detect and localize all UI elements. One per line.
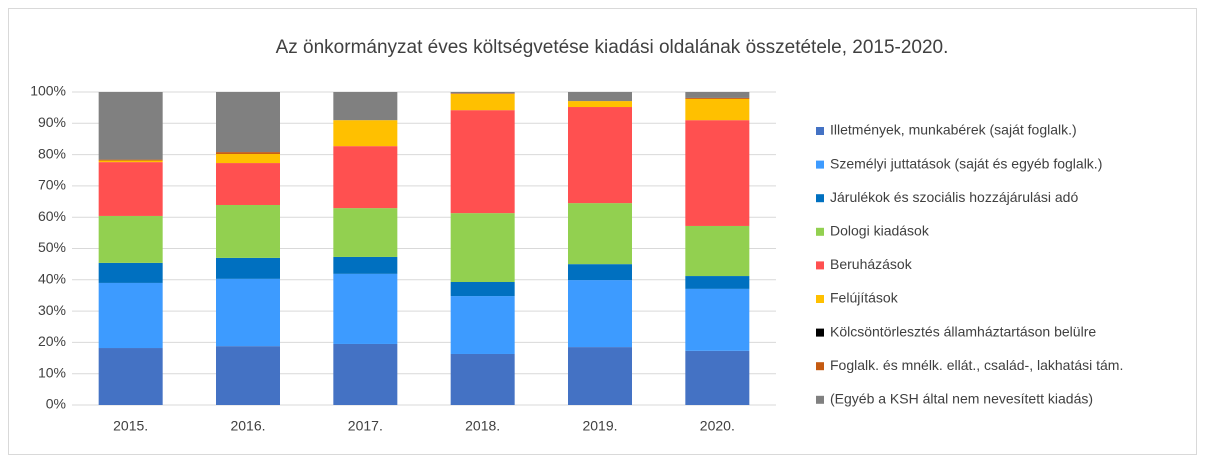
bar-segment bbox=[568, 107, 632, 204]
y-tick-label: 20% bbox=[38, 333, 66, 349]
legend-label: Dologi kiadások bbox=[830, 223, 930, 239]
bar-segment bbox=[450, 110, 515, 214]
bar-segment bbox=[450, 353, 515, 405]
legend-label: Beruházások bbox=[830, 256, 913, 272]
bar-segment bbox=[216, 153, 280, 164]
y-tick-label: 10% bbox=[38, 364, 66, 380]
bar-segment bbox=[216, 278, 280, 347]
legend-swatch bbox=[816, 395, 824, 404]
x-tick-label: 2020. bbox=[700, 418, 735, 434]
legend-swatch bbox=[816, 227, 824, 236]
legend-label: Foglalk. és mnélk. ellát., család-, lakh… bbox=[830, 357, 1123, 373]
bar-segment bbox=[450, 93, 515, 111]
legend-label: Járulékok és szociális hozzájárulási adó bbox=[830, 189, 1078, 205]
bar-segment bbox=[685, 92, 750, 98]
legend-label: Illetmények, munkabérek (saját foglalk.) bbox=[830, 122, 1077, 138]
bar-segment bbox=[216, 346, 280, 405]
bar-segment bbox=[450, 213, 515, 282]
bar-segment bbox=[685, 276, 750, 289]
legend-swatch bbox=[816, 261, 824, 270]
x-tick-label: 2015. bbox=[113, 418, 148, 434]
bar-segment bbox=[685, 225, 750, 277]
bar-segment bbox=[216, 204, 280, 258]
legend-swatch bbox=[816, 295, 824, 303]
legend-label: Kölcsöntörlesztés államháztartáson belül… bbox=[830, 323, 1096, 339]
y-tick-label: 100% bbox=[30, 83, 66, 99]
bar-segment bbox=[333, 120, 398, 147]
bar-segment bbox=[216, 92, 280, 153]
y-tick-label: 70% bbox=[38, 177, 66, 193]
y-tick-label: 0% bbox=[46, 396, 66, 412]
bar-segment bbox=[98, 162, 163, 216]
bar-segment bbox=[98, 160, 163, 163]
legend-label: Felújítások bbox=[830, 290, 899, 306]
bar-segment bbox=[98, 159, 163, 161]
y-tick-label: 80% bbox=[38, 145, 66, 161]
legend-swatch bbox=[816, 127, 824, 135]
y-tick-label: 40% bbox=[38, 271, 66, 287]
bar-segment bbox=[450, 281, 515, 297]
bar-segment bbox=[216, 257, 280, 279]
bar-segment bbox=[333, 208, 398, 257]
bar-segment bbox=[216, 152, 280, 154]
y-tick-label: 30% bbox=[38, 302, 66, 318]
bar-segment bbox=[333, 256, 398, 274]
bar-segment bbox=[98, 282, 163, 349]
y-tick-label: 50% bbox=[38, 239, 66, 255]
bar-segment bbox=[450, 92, 515, 94]
bar-segment bbox=[568, 347, 632, 405]
bar-segment bbox=[685, 98, 750, 121]
legend-swatch bbox=[816, 328, 824, 337]
x-tick-label: 2019. bbox=[582, 418, 617, 434]
chart-title: Az önkormányzat éves költségvetése kiadá… bbox=[276, 37, 949, 58]
legend-swatch bbox=[816, 362, 824, 371]
bar-segment bbox=[568, 264, 632, 281]
bar-segment bbox=[685, 288, 750, 351]
legend-swatch bbox=[816, 194, 824, 203]
bar-segment bbox=[216, 163, 280, 205]
bar-segment bbox=[98, 215, 163, 263]
bar-segment bbox=[685, 350, 750, 405]
legend-swatch bbox=[816, 160, 824, 169]
bar-segment bbox=[98, 92, 163, 160]
bar-segment bbox=[333, 92, 398, 121]
bar-segment bbox=[568, 101, 632, 108]
legend-label: Személyi juttatások (saját és egyéb fogl… bbox=[830, 155, 1102, 171]
bar-segment bbox=[450, 93, 515, 94]
bar-segment bbox=[333, 146, 398, 209]
legend-label: (Egyéb a KSH által nem nevesített kiadás… bbox=[830, 391, 1093, 407]
x-tick-label: 2016. bbox=[230, 418, 265, 434]
bar-segment bbox=[450, 296, 515, 354]
bar-segment bbox=[98, 262, 163, 283]
y-tick-label: 90% bbox=[38, 114, 66, 130]
bar-segment bbox=[568, 92, 632, 102]
x-tick-label: 2018. bbox=[465, 418, 500, 434]
bar-segment bbox=[568, 203, 632, 265]
bar-segment bbox=[333, 273, 398, 344]
bar-segment bbox=[685, 120, 750, 226]
bar-segment bbox=[685, 97, 750, 99]
y-tick-label: 60% bbox=[38, 208, 66, 224]
x-tick-label: 2017. bbox=[348, 418, 383, 434]
bar-segment bbox=[98, 348, 163, 405]
bar-segment bbox=[333, 343, 398, 405]
bar-segment bbox=[568, 280, 632, 348]
